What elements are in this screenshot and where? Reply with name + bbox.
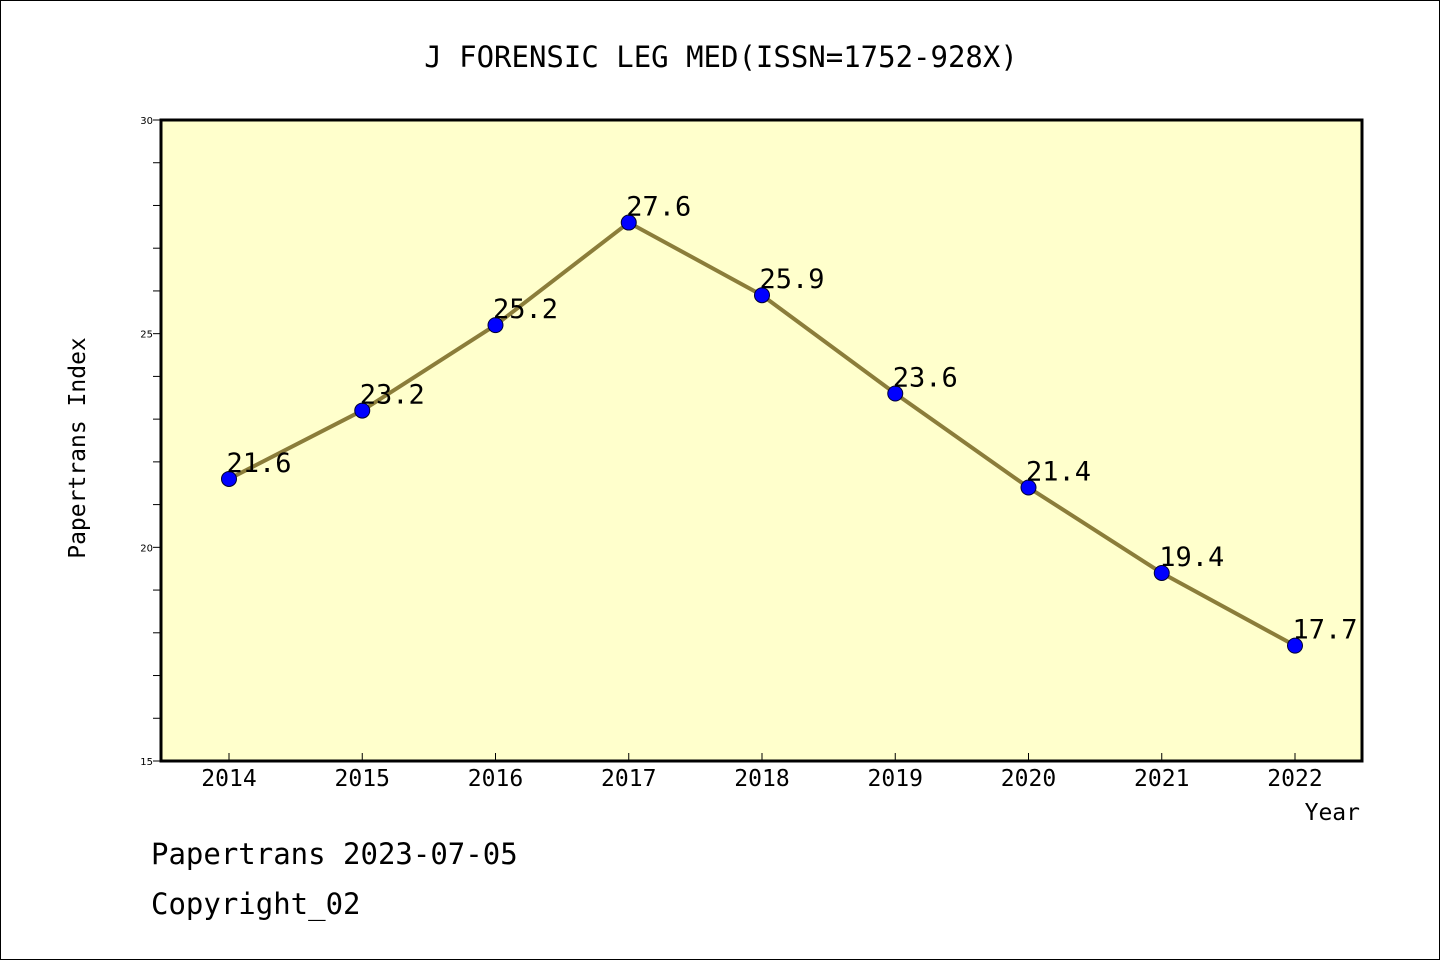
data-point — [487, 317, 504, 334]
chart-title: J FORENSIC LEG MED(ISSN=1752-928X) — [424, 40, 1018, 74]
data-point — [1287, 637, 1303, 654]
data-point — [754, 287, 770, 304]
data-point — [1153, 564, 1170, 581]
footer-date: Papertrans 2023-07-05 — [151, 837, 518, 871]
plot-area — [161, 120, 1362, 761]
data-label: 25.9 — [759, 264, 824, 295]
data-labels: 21.6 23.2 25.2 27.6 25.9 23.6 21.4 19.4 17.7 — [226, 192, 1357, 646]
data-point — [887, 385, 904, 402]
footer-copyright: Copyright_02 — [151, 887, 361, 921]
y-tick-label: 30 — [140, 116, 153, 127]
data-label: 23.6 — [893, 362, 958, 393]
y-tick-label: 25 — [140, 330, 153, 341]
x-tick-label: 2018 — [734, 766, 789, 792]
data-label: 17.7 — [1292, 615, 1357, 646]
x-tick-label: 2016 — [468, 766, 523, 792]
data-point — [620, 214, 637, 231]
x-tick-label: 2019 — [868, 766, 923, 792]
data-point — [354, 402, 371, 419]
x-tick-label: 2021 — [1134, 766, 1189, 792]
data-point — [221, 470, 237, 487]
series-layer — [221, 214, 1303, 654]
x-tick-label: 2022 — [1267, 766, 1322, 792]
x-tick-label: 2015 — [335, 766, 390, 792]
x-tick-label: 2020 — [1001, 766, 1056, 792]
data-label: 25.2 — [493, 294, 558, 325]
x-tick-label: 2014 — [201, 766, 256, 792]
y-axis-label: Papertrans Index — [65, 337, 91, 559]
data-label: 27.6 — [626, 192, 691, 223]
x-axis-label: Year — [1305, 800, 1360, 826]
data-point — [1020, 479, 1037, 496]
axis-ticks: 15 20 25 30 2014 2015 2016 2017 2018 2019 2020 2021… — [140, 116, 1322, 792]
y-tick-label: 15 — [140, 757, 153, 768]
data-label: 21.4 — [1026, 457, 1091, 488]
y-tick-label: 20 — [140, 543, 153, 554]
data-label: 23.2 — [360, 380, 425, 411]
data-label: 21.6 — [226, 448, 291, 479]
x-tick-label: 2017 — [601, 766, 656, 792]
data-label: 19.4 — [1159, 542, 1224, 573]
plot-border — [159, 118, 1364, 763]
